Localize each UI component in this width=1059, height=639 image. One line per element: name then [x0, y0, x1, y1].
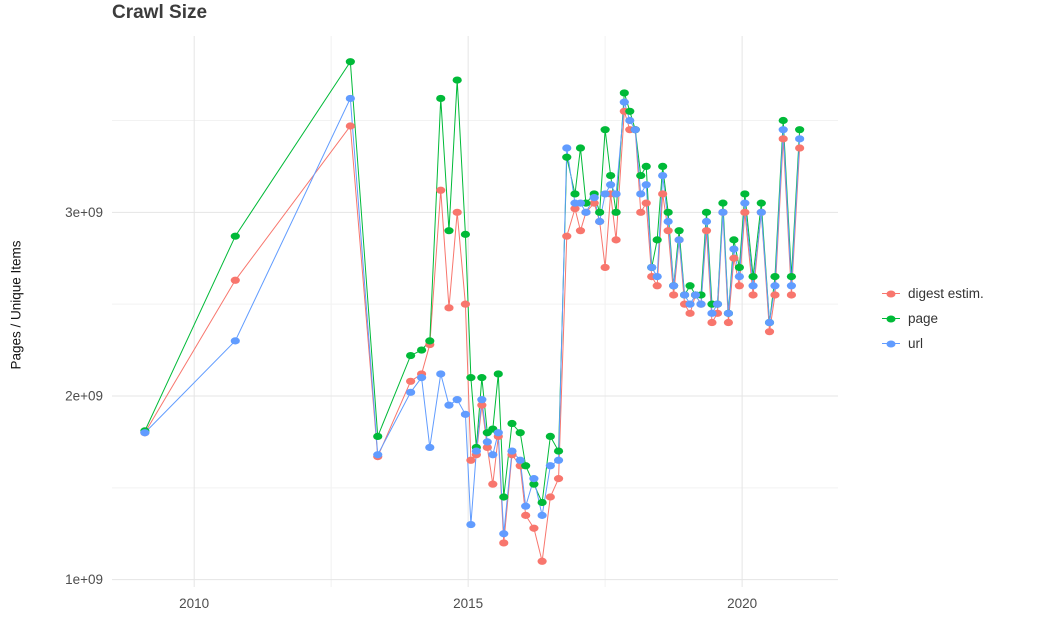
legend-item-url: url	[882, 336, 984, 351]
legend-item-page: page	[882, 311, 984, 326]
svg-text:1e+09: 1e+09	[65, 572, 103, 587]
svg-text:3e+09: 3e+09	[65, 205, 103, 220]
page-point-icon	[882, 312, 900, 326]
svg-text:2010: 2010	[179, 596, 209, 611]
chart-title: Crawl Size	[112, 2, 208, 23]
url-point-icon	[882, 337, 900, 351]
legend-label-page: page	[908, 311, 939, 326]
legend: digest estim. page url	[882, 286, 984, 351]
svg-text:2015: 2015	[453, 596, 483, 611]
svg-text:2020: 2020	[727, 596, 757, 611]
legend-label-digest-estim: digest estim.	[908, 286, 984, 301]
legend-label-url: url	[908, 336, 924, 351]
legend-item-digest-estim: digest estim.	[882, 286, 984, 301]
digest-estim-point-icon	[882, 287, 900, 301]
svg-text:2e+09: 2e+09	[65, 388, 103, 403]
